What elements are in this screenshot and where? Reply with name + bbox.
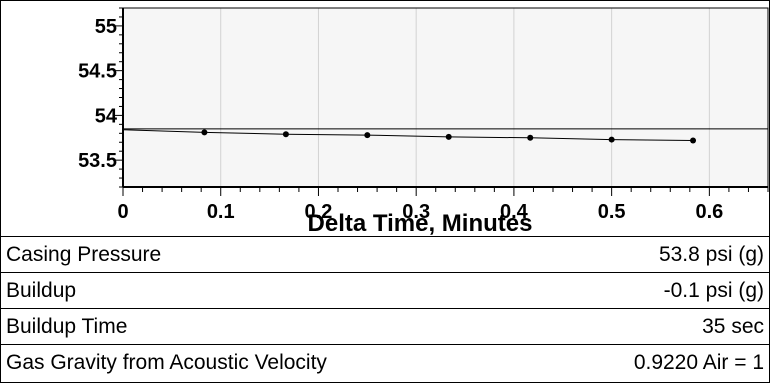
data-point <box>527 134 534 141</box>
info-label: Casing Pressure <box>6 243 162 266</box>
info-row-gas-gravity: Gas Gravity from Acoustic Velocity 0.922… <box>0 345 770 381</box>
x-tick-label: 0.6 <box>695 201 723 223</box>
info-row-buildup: Buildup -0.1 psi (g) <box>0 273 770 309</box>
info-value: 35 sec <box>702 315 764 338</box>
info-value: 0.9220 Air = 1 <box>633 351 764 374</box>
series-points <box>201 129 697 144</box>
info-label: Buildup <box>6 279 77 302</box>
data-point <box>690 137 697 144</box>
pressure-buildup-chart: 53.5 54 54.5 55 0 0.1 0.2 0.3 0.4 0.5 0.6 Delta T… <box>78 7 769 236</box>
info-value: 53.8 psi (g) <box>658 243 764 266</box>
info-label: Buildup Time <box>6 315 128 338</box>
info-label: Gas Gravity from Acoustic Velocity <box>6 351 327 374</box>
info-row-buildup-time: Buildup Time 35 sec <box>0 309 770 345</box>
info-row-casing-pressure: Casing Pressure 53.8 psi (g) <box>0 237 770 273</box>
info-table: Casing Pressure 53.8 psi (g) Buildup -0.… <box>0 236 770 381</box>
data-point <box>445 133 452 140</box>
data-point <box>364 132 371 139</box>
x-tick-labels: 0 0.1 0.2 0.3 0.4 0.5 0.6 <box>117 201 723 223</box>
series-line <box>122 129 694 141</box>
grid-lines <box>220 8 710 187</box>
y-tick-label: 54 <box>95 105 118 127</box>
x-tick-label: 0.4 <box>500 201 529 223</box>
x-tick-label: 0 <box>117 201 128 223</box>
data-point <box>282 131 289 138</box>
data-point <box>201 129 208 136</box>
x-tick-label: 0.2 <box>305 201 333 223</box>
x-tick-label: 0.3 <box>402 201 430 223</box>
data-point <box>608 136 615 143</box>
info-value: -0.1 psi (g) <box>663 279 764 302</box>
x-tick-label: 0.1 <box>207 201 235 223</box>
y-tick-label: 55 <box>95 16 117 38</box>
x-tick-label: 0.5 <box>598 201 626 223</box>
x-axis-label: Delta Time, Minutes <box>308 210 533 236</box>
y-tick-labels: 53.5 54 54.5 55 <box>78 16 118 172</box>
y-tick-label: 53.5 <box>78 150 117 172</box>
axes <box>115 7 769 196</box>
plot-area <box>123 8 768 187</box>
y-tick-label: 54.5 <box>78 61 117 83</box>
